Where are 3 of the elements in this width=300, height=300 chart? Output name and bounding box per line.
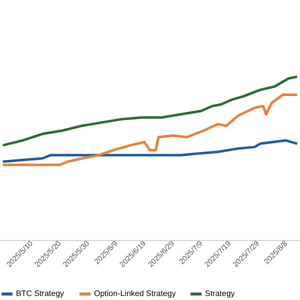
legend-label: Strategy: [205, 289, 235, 298]
legend-label: BTC Strategy: [16, 289, 64, 298]
legend-label: Option-Linked Strategy: [94, 289, 176, 298]
